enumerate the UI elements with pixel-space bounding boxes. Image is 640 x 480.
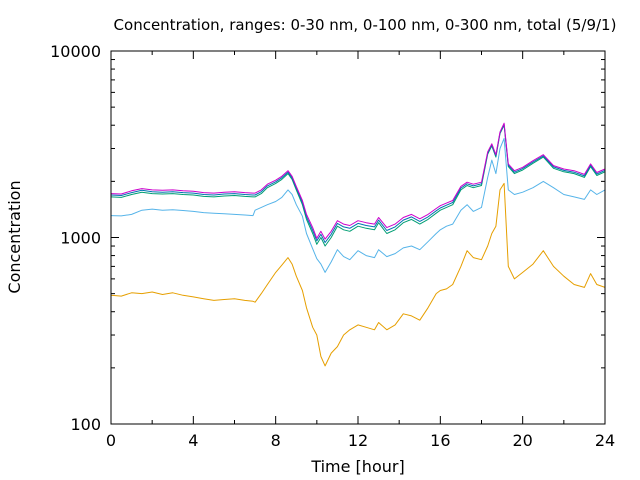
series-lines <box>110 122 606 367</box>
y-tick-label: 100 <box>70 415 101 434</box>
x-tick-label: 16 <box>430 431 450 450</box>
series-line-4 <box>110 123 606 243</box>
x-tick-label: 0 <box>106 431 116 450</box>
y-tick-label: 10000 <box>50 42 101 61</box>
y-axis-label: Concentration <box>5 180 24 293</box>
y-tick-label: 1000 <box>60 229 101 248</box>
series-line-3 <box>110 124 606 247</box>
chart-title: Concentration, ranges: 0-30 nm, 0-100 nm… <box>114 16 617 34</box>
x-tick-label: 20 <box>512 431 532 450</box>
series-line-5 <box>110 122 606 240</box>
series-line-1 <box>110 182 606 367</box>
x-tick-label: 8 <box>271 431 281 450</box>
axis-ticks: 0 4 8 12 16 20 24 100 1000 10000 <box>50 42 615 450</box>
series-line-2 <box>110 137 606 273</box>
x-tick-label: 24 <box>595 431 615 450</box>
x-tick-label: 12 <box>348 431 368 450</box>
plot-frame <box>110 50 606 425</box>
x-axis-label: Time [hour] <box>310 457 404 476</box>
x-tick-label: 4 <box>188 431 198 450</box>
